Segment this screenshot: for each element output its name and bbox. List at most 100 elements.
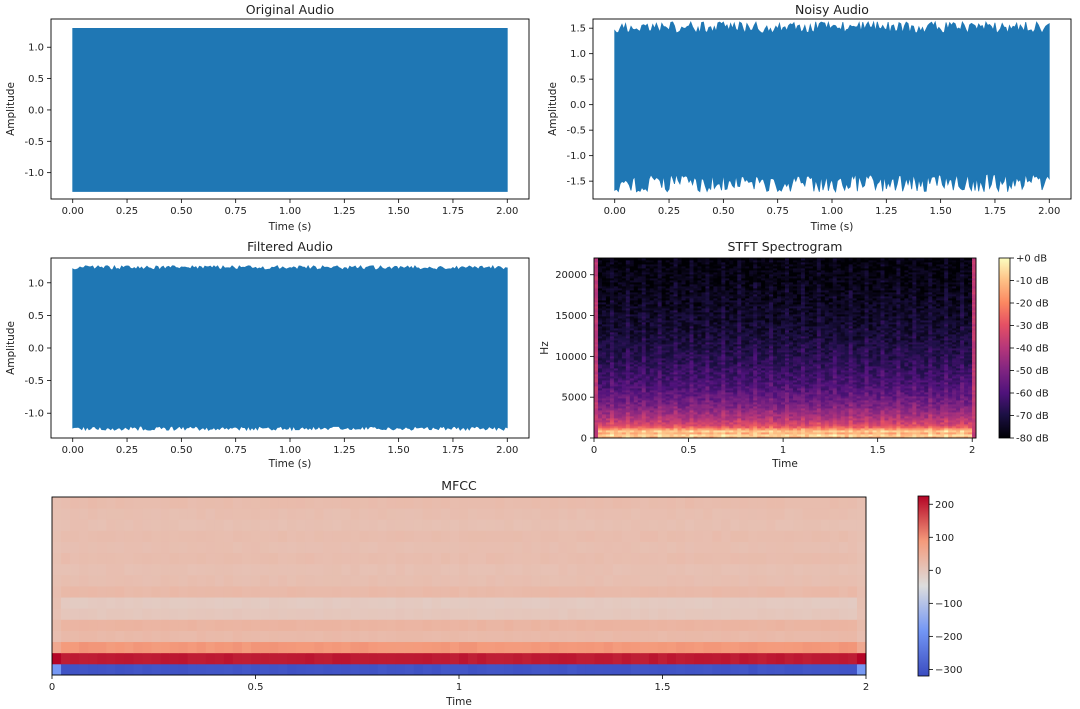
spectrogram-cell <box>601 436 607 439</box>
spectrogram-cell <box>956 350 961 353</box>
spectrogram-cell <box>828 342 834 345</box>
spectrogram-cell <box>625 372 631 375</box>
spectrogram-cell <box>713 344 718 347</box>
plot-area <box>72 28 508 192</box>
spectrogram-cell <box>868 360 873 363</box>
spectrogram-cell <box>757 388 762 391</box>
spectrogram-cell <box>852 430 858 433</box>
spectrogram-cell <box>940 400 945 403</box>
spectrogram-cell <box>705 426 710 429</box>
spectrogram-cell <box>820 426 826 429</box>
spectrogram-cell <box>964 428 969 431</box>
spectrogram-cell <box>872 358 877 361</box>
spectrogram-cell <box>633 350 639 353</box>
spectrogram-cell <box>884 350 889 353</box>
spectrogram-cell <box>697 432 702 435</box>
spectrogram-cell <box>940 370 945 373</box>
spectrogram-cell <box>812 386 818 389</box>
spectrogram-cell <box>872 384 877 387</box>
spectrogram-cell <box>896 356 901 359</box>
spectrogram-cell <box>808 404 814 407</box>
spectrogram-cell <box>733 434 738 437</box>
spectrogram-cell <box>609 408 615 411</box>
spectrogram-cell <box>661 376 667 379</box>
spectrogram-cell <box>892 434 897 437</box>
spectrogram-cell <box>832 414 838 417</box>
spectrogram-cell <box>820 432 826 435</box>
spectrogram-cell <box>677 414 682 417</box>
spectrogram-cell <box>884 420 889 423</box>
spectrogram-cell <box>653 388 659 391</box>
spectrogram-cell <box>757 430 762 433</box>
spectrogram-cell <box>685 422 690 425</box>
spectrogram-cell <box>657 378 663 381</box>
spectrogram-cell <box>804 380 810 383</box>
spectrogram-cell <box>968 346 973 349</box>
spectrogram-cell <box>840 382 846 385</box>
spectrogram-cell <box>693 430 698 433</box>
spectrogram-cell <box>864 366 869 369</box>
spectrogram-cell <box>932 426 937 429</box>
spectrogram-cell <box>792 348 798 351</box>
spectrogram-cell <box>613 404 619 407</box>
spectrogram-cell <box>745 424 750 427</box>
spectrogram-cell <box>860 400 865 403</box>
spectrogram-cell <box>828 398 834 401</box>
spectrogram-cell <box>884 348 889 351</box>
spectrogram-cell <box>629 352 635 355</box>
spectrogram-cell <box>848 370 854 373</box>
spectrogram-cell <box>892 398 897 401</box>
spectrogram-cell <box>785 422 790 425</box>
spectrogram-cell <box>800 422 806 425</box>
spectrogram-cell <box>832 420 838 423</box>
spectrogram-cell <box>641 398 647 401</box>
spectrogram-cell <box>753 386 758 389</box>
spectrogram-cell <box>609 342 615 345</box>
spectrogram-cell <box>836 380 842 383</box>
spectrogram-cell <box>633 370 639 373</box>
spectrogram-cell <box>725 348 730 351</box>
spectrogram-cell <box>808 372 814 375</box>
spectrogram-cell <box>968 400 973 403</box>
spectrogram-cell <box>601 378 607 381</box>
spectrogram-cell <box>653 418 659 421</box>
spectrogram-cell <box>848 368 854 371</box>
spectrogram-cell <box>741 388 746 391</box>
spectrogram-cell <box>765 428 770 431</box>
spectrogram-cell <box>705 412 710 415</box>
spectrogram-cell <box>741 364 746 367</box>
spectrogram-cell <box>936 428 941 431</box>
spectrogram-cell <box>781 416 786 419</box>
spectrogram-cell <box>669 382 674 385</box>
spectrogram-cell <box>824 392 830 395</box>
spectrogram-cell <box>920 364 925 367</box>
spectrogram-cell <box>876 350 881 353</box>
spectrogram-cell <box>657 356 663 359</box>
spectrogram-cell <box>594 432 599 435</box>
spectrogram-cell <box>876 408 881 411</box>
spectrogram-cell <box>808 360 814 363</box>
spectrogram-cell <box>749 384 754 387</box>
spectrogram-cell <box>804 374 810 377</box>
spectrogram-cell <box>769 426 774 429</box>
spectrogram-cell <box>884 368 889 371</box>
spectrogram-cell <box>633 344 639 347</box>
spectrogram-cell <box>880 408 885 411</box>
spectrogram-cell <box>876 378 881 381</box>
spectrogram-cell <box>705 338 710 341</box>
spectrogram-cell <box>840 410 846 413</box>
spectrogram-cell <box>713 422 718 425</box>
spectrogram-cell <box>908 370 913 373</box>
spectrogram-cell <box>904 404 909 407</box>
spectrogram-cell <box>773 362 778 365</box>
spectrogram-cell <box>956 386 961 389</box>
spectrogram-cell <box>617 368 623 371</box>
spectrogram-cell <box>629 388 635 391</box>
spectrogram-cell <box>689 372 694 375</box>
spectrogram-cell <box>924 428 929 431</box>
spectrogram-cell <box>972 372 977 375</box>
spectrogram-cell <box>597 336 603 339</box>
spectrogram-cell <box>645 404 651 407</box>
spectrogram-cell <box>609 372 615 375</box>
spectrogram-cell <box>832 432 838 435</box>
